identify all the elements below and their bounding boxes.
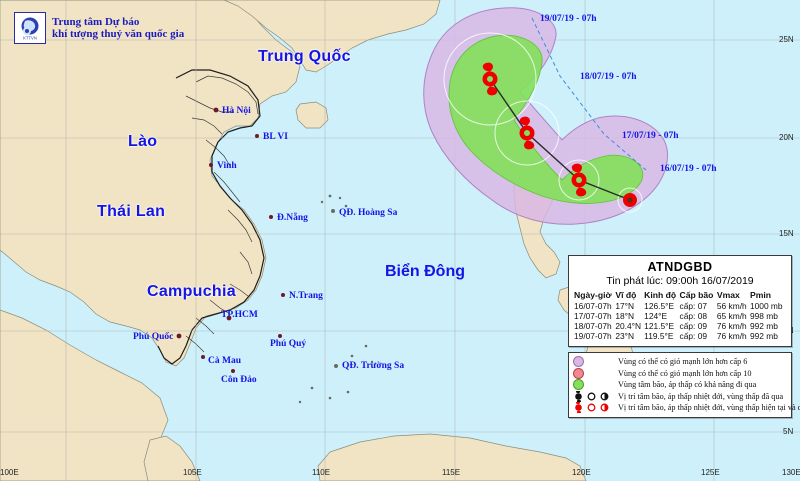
- axis-lon-105e: 105E: [183, 468, 202, 477]
- cell-vmax: 76 km/h: [716, 321, 747, 331]
- axis-lon-125e: 125E: [701, 468, 720, 477]
- legend-symbol-center-zone: [573, 379, 613, 391]
- cell-vmax: 56 km/h: [716, 301, 747, 311]
- storm-half-red-icon: [600, 403, 609, 412]
- agency-name-line2: khí tượng thuỷ văn quốc gia: [52, 28, 185, 40]
- legend-item-cap10: Vùng có thể có gió mạnh lớn hơn cấp 10: [573, 367, 787, 380]
- bulletin-time: Tin phát lúc: 09:00h 16/07/2019: [606, 275, 754, 287]
- legend-text-past-positions: Vị trí tâm bão, áp thấp nhiệt đới, vùng …: [618, 391, 784, 401]
- cell-kinh-do: 119.5°E: [644, 331, 674, 341]
- forecast-table: Ngày-giờ Vĩ độ Kinh độ Cấp bão Vmax Pmin…: [574, 290, 786, 341]
- legend-symbol-past-positions: [573, 390, 613, 402]
- legend-text-current-positions: Vị trí tâm bão, áp thấp nhiệt đới, vùng …: [618, 403, 800, 413]
- legend-item-cap6: Vùng có thể có gió mạnh lớn hơn cấp 6: [573, 356, 787, 368]
- cell-cap-bao: cấp: 09: [679, 321, 708, 331]
- axis-lon-100e: 100E: [0, 468, 19, 477]
- table-row: 16/07-07h 17°N 126.5°E cấp: 07 56 km/h 1…: [574, 301, 786, 311]
- col-vmax: Vmax: [716, 290, 740, 300]
- legend-item-center-zone: Vùng tâm bão, áp thấp có khả năng đi qua: [573, 379, 787, 391]
- axis-lon-105e-a: [56, 468, 58, 477]
- cell-kinh-do: 126.5°E: [644, 301, 675, 311]
- forecast-dashed-line: [531, 17, 647, 171]
- axis-lat-5n: 5N: [783, 427, 794, 436]
- storm-filled-red-icon: [575, 402, 582, 414]
- storm-name-title: ATNDGBD: [647, 260, 713, 274]
- cell-pmin: 992 mb: [749, 321, 778, 331]
- vietnam-outline: [157, 69, 265, 365]
- island-dots: [298, 194, 374, 404]
- legend-text-cap6: Vùng có thể có gió mạnh lớn hơn cấp 6: [618, 357, 748, 367]
- storm-info-panel: ATNDGBD Tin phát lúc: 09:00h 16/07/2019 …: [568, 255, 792, 347]
- axis-lat-20n: 20N: [779, 133, 794, 142]
- landmass-china: [0, 0, 441, 73]
- storm-track-line: [489, 78, 631, 201]
- storm-symbol-19jul: [482, 62, 498, 96]
- legend-symbol-cap10: [573, 367, 613, 379]
- col-kinh-do: Kinh độ: [644, 290, 677, 300]
- logo-badge: KTTVN: [14, 12, 46, 44]
- storm-symbol-17jul: [571, 163, 587, 197]
- axis-lat-25n: 25N: [779, 35, 794, 44]
- agency-name-line1: Trung tâm Dự báo: [52, 15, 140, 28]
- table-header-row: Ngày-giờ Vĩ độ Kinh độ Cấp bão Vmax Pmin: [574, 290, 786, 301]
- cell-vi-do: 17°N: [615, 301, 635, 311]
- table-row: 18/07-07h 20.4°N 121.5°E cấp: 09 76 km/h…: [574, 321, 786, 331]
- cell-vmax: 76 km/h: [716, 331, 747, 341]
- cell-ngay-gio: 17/07-07h: [574, 311, 612, 321]
- landmass-borneo: [317, 433, 587, 481]
- storm-half-black-icon: [600, 392, 609, 401]
- cell-vi-do: 18°N: [615, 311, 635, 321]
- cell-ngay-gio: 16/07-07h: [574, 301, 612, 311]
- probability-circles: [443, 32, 643, 213]
- purple-circle-icon: [573, 356, 584, 368]
- legend-item-current-positions: Vị trí tâm bão, áp thấp nhiệt đới, vùng …: [573, 402, 800, 414]
- cell-cap-bao: cấp: 07: [679, 301, 708, 311]
- axis-lon-130e: 130E: [782, 468, 800, 477]
- landmass-hainan: [295, 101, 329, 129]
- axis-lon-120e: 120E: [572, 468, 591, 477]
- agency-logo: KTTVN Trung tâm Dự báo khí tượng thuỷ vă…: [14, 12, 184, 44]
- green-circle-icon: [573, 379, 584, 391]
- table-row: 17/07-07h 18°N 124°E cấp: 08 65 km/h 998…: [574, 311, 786, 321]
- storm-open-black-icon: [587, 392, 596, 401]
- storm-open-red-icon: [587, 403, 596, 412]
- cell-ngay-gio: 18/07-07h: [574, 321, 612, 331]
- col-cap-bao: Cấp bão: [679, 290, 714, 300]
- cell-pmin: 1000 mb: [749, 301, 783, 311]
- cell-vmax: 65 km/h: [716, 311, 747, 321]
- storm-symbol-18jul: [519, 116, 535, 150]
- col-pmin: Pmin: [749, 290, 771, 300]
- cell-kinh-do: 121.5°E: [644, 321, 675, 331]
- table-row: 19/07-07h 23°N 119.5°E cấp: 09 76 km/h 9…: [574, 331, 786, 341]
- storm-symbol-16jul-current: [623, 193, 637, 207]
- legend-symbol-current-positions: [573, 402, 613, 414]
- axis-lon-115e: 115E: [442, 468, 461, 477]
- agency-name: Trung tâm Dự báo khí tượng thuỷ văn quốc…: [52, 16, 184, 41]
- cell-pmin: 998 mb: [749, 311, 778, 321]
- cell-cap-bao: cấp: 09: [679, 331, 708, 341]
- svg-text:KTTVN: KTTVN: [23, 36, 37, 41]
- cell-ngay-gio: 19/07-07h: [574, 331, 612, 341]
- cell-cap-bao: cấp: 08: [679, 311, 708, 321]
- red-circle-icon: [573, 367, 584, 379]
- axis-lon-110e: 110E: [312, 468, 331, 477]
- storm-filled-black-icon: [575, 390, 582, 402]
- cell-vi-do: 20.4°N: [615, 321, 642, 331]
- globe-icon: KTTVN: [21, 17, 39, 41]
- cell-kinh-do: 124°E: [644, 311, 668, 321]
- cell-vi-do: 23°N: [615, 331, 635, 341]
- col-vi-do: Vĩ độ: [615, 290, 637, 300]
- cell-pmin: 992 mb: [749, 331, 778, 341]
- legend-item-past-positions: Vị trí tâm bão, áp thấp nhiệt đới, vùng …: [573, 390, 787, 403]
- legend-text-center-zone: Vùng tâm bão, áp thấp có khả năng đi qua: [618, 380, 757, 390]
- axis-lat-15n: 15N: [779, 229, 794, 238]
- legend-text-cap10: Vùng có thể có gió mạnh lớn hơn cấp 10: [618, 368, 752, 378]
- legend-symbol-cap6: [573, 356, 613, 368]
- col-ngay-gio: Ngày-giờ: [574, 290, 612, 300]
- map-legend: Vùng có thể có gió mạnh lớn hơn cấp 6 Vù…: [568, 352, 800, 418]
